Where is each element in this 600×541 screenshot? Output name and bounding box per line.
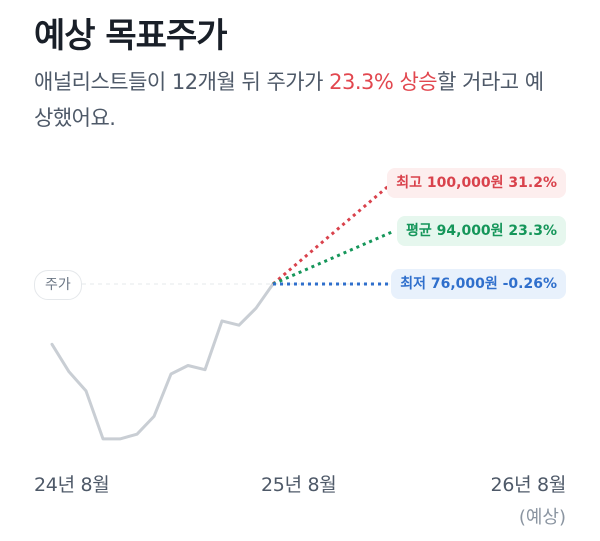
projection-line-avg	[272, 230, 393, 286]
x-tick-label: 25년 8월	[261, 474, 337, 496]
x-tick-sublabel: (예상)	[518, 507, 566, 528]
current-price-tag: 주가	[34, 270, 82, 300]
page-title: 예상 목표주가	[34, 16, 228, 56]
target-high-badge: 최고 100,000원 31.2%	[387, 168, 566, 198]
forecast-description: 애널리스트들이 12개월 뒤 주가가 23.3% 상승할 거라고 예상했어요.	[34, 64, 554, 136]
description-prefix: 애널리스트들이 12개월 뒤 주가가	[34, 70, 330, 94]
description-highlight: 23.3% 상승	[329, 70, 438, 94]
x-tick-label: 24년 8월	[34, 474, 110, 496]
target-avg-badge: 평균 94,000원 23.3%	[397, 216, 566, 246]
projection-line-high	[272, 181, 393, 286]
x-tick-label: 26년 8월	[490, 474, 567, 496]
target-low-badge: 최저 76,000원 -0.26%	[391, 269, 566, 299]
price-history-line	[50, 282, 275, 441]
description-suffix: 할 거라고 예상했어요.	[34, 70, 544, 130]
